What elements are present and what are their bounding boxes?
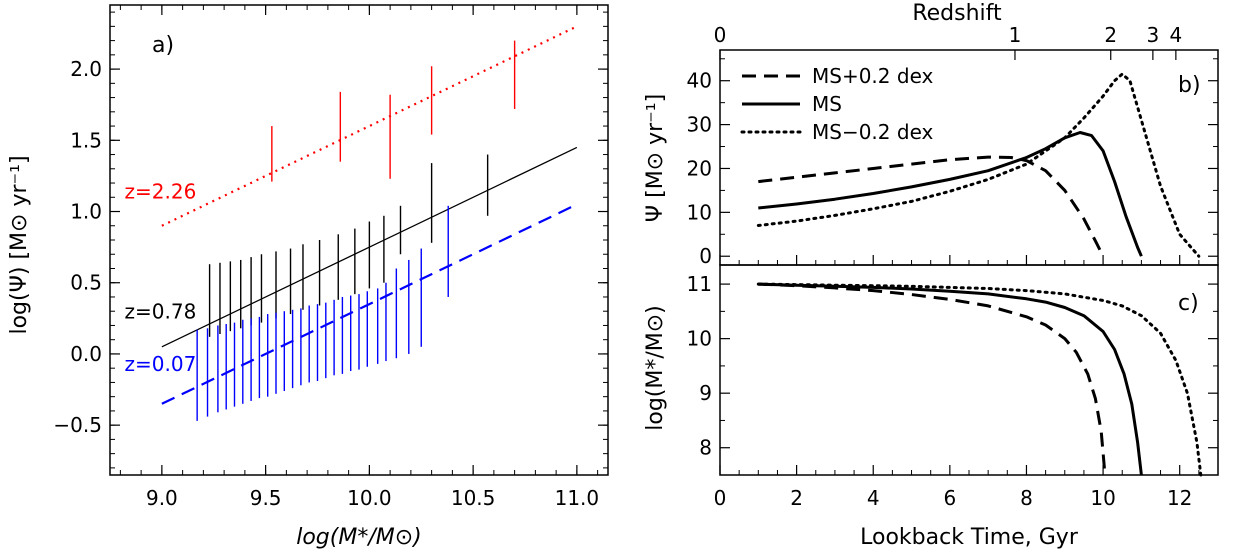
x-tick-label: 2 — [790, 486, 803, 510]
x-tick-label: 6 — [943, 486, 956, 510]
panel-a-ylabel: log(Ψ) [M⊙ yr⁻¹] — [7, 155, 32, 334]
panel-c-frame — [719, 264, 1219, 476]
y-tick-label: −0.5 — [53, 413, 102, 437]
panel-a-marks: z=2.26 z=0.78 z=0.07 — [125, 25, 578, 421]
y-tick-label: 1.5 — [70, 128, 102, 152]
panel-b-top-axis-label: Redshift — [912, 1, 1002, 26]
x-tick-label: 4 — [867, 486, 880, 510]
y-tick-label: 2.0 — [70, 57, 102, 81]
x-tick-label: 12 — [1167, 486, 1192, 510]
x-tick-label: 10.0 — [347, 486, 392, 510]
y-tick-label: 9 — [699, 381, 712, 405]
panel-a: z=2.26 z=0.78 z=0.07 9.0 9.5 10.0 10.5 11.0 −0.… — [7, 4, 609, 550]
series-2 — [161, 203, 578, 421]
panel-c-ylabel: log(M*/M⊙) — [643, 305, 668, 431]
curve-solid — [758, 131, 1143, 257]
y-tick-label: 8 — [699, 436, 712, 460]
redshift-tick-label: 1 — [1009, 23, 1022, 47]
fit-line-2 — [161, 203, 578, 405]
legend-label: MS — [812, 92, 842, 116]
y-tick-label: 1.0 — [70, 200, 102, 224]
redshift-tick-label: 2 — [1104, 23, 1117, 47]
panel-a-letter: a) — [152, 33, 174, 58]
curve-dotted — [756, 282, 1203, 477]
redshift-tick-label: 4 — [1169, 23, 1182, 47]
panel-b-marks — [756, 72, 1201, 258]
panel-a-xlabel: log(M*/M⊙) — [296, 525, 422, 550]
legend-label: MS−0.2 dex — [812, 120, 934, 144]
y-tick-label: 0.0 — [70, 342, 102, 366]
y-tick-label: 40 — [687, 69, 712, 93]
panel-b-frame — [719, 49, 1219, 266]
panel-b-letter: b) — [1178, 73, 1201, 98]
panel-c-ticks: 0 2 4 6 8 10 12 8 9 10 11 — [687, 272, 1218, 510]
panel-a-ticks: 9.0 9.5 10.0 10.5 11.0 −0.5 0.0 0.5 1.0 1.5 2.0 — [53, 5, 608, 510]
curve-dashed — [758, 155, 1105, 257]
y-tick-label: 10 — [687, 200, 712, 224]
y-tick-label: 30 — [687, 113, 712, 137]
fit-line-1 — [161, 146, 578, 348]
curve-solid — [758, 282, 1143, 476]
panel-a-frame — [109, 4, 609, 476]
series-0 — [161, 25, 578, 227]
series-1 — [161, 146, 578, 348]
x-tick-label: 10 — [1090, 486, 1115, 510]
panel-c-letter: c) — [1178, 291, 1199, 316]
curve-dashed — [758, 282, 1107, 476]
panel-b-ylabel: Ψ [M⊙ yr⁻¹] — [643, 94, 668, 222]
redshift-tick-label: 0 — [714, 23, 727, 47]
series-label-1: z=0.78 — [125, 299, 197, 323]
panel-c-marks — [756, 282, 1203, 477]
panel-b-legend: MS+0.2 dex MS MS−0.2 dex — [740, 64, 934, 144]
panel-c: 0 2 4 6 8 10 12 8 9 10 11 c) Lookback Time, Gyr lo… — [643, 264, 1219, 550]
x-tick-label: 0 — [714, 486, 727, 510]
x-tick-label: 9.5 — [250, 486, 282, 510]
series-label-2: z=0.07 — [125, 352, 197, 376]
x-tick-label: 11.0 — [555, 486, 600, 510]
panel-c-xlabel: Lookback Time, Gyr — [860, 525, 1079, 550]
curve-dotted — [756, 72, 1201, 258]
x-tick-label: 10.5 — [451, 486, 496, 510]
legend-label: MS+0.2 dex — [812, 64, 934, 88]
redshift-tick-label: 3 — [1147, 23, 1160, 47]
y-tick-label: 0 — [699, 244, 712, 268]
x-tick-label: 9.0 — [146, 486, 178, 510]
series-label-0: z=2.26 — [125, 180, 197, 204]
y-tick-label: 20 — [687, 156, 712, 180]
y-tick-label: 0.5 — [70, 271, 102, 295]
y-tick-label: 10 — [687, 327, 712, 351]
x-tick-label: 8 — [1020, 486, 1033, 510]
y-tick-label: 11 — [687, 272, 712, 296]
